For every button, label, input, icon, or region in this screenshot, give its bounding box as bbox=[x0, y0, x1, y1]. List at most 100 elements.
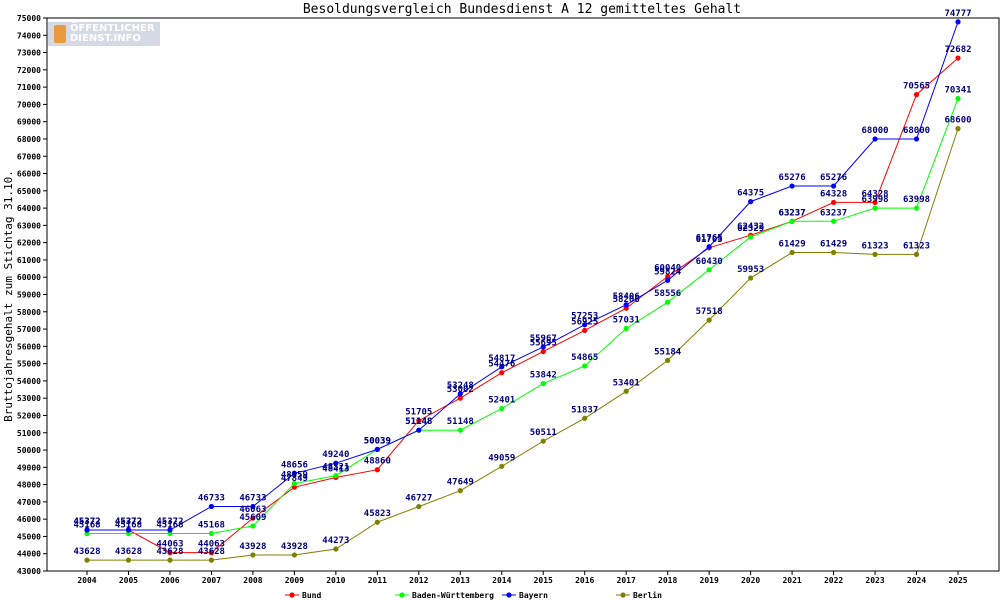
series-2-data-label: 58556 bbox=[654, 289, 681, 299]
series-1-data-label: 56925 bbox=[571, 317, 598, 327]
series-4-line bbox=[87, 128, 959, 561]
y-tick-label: 70000 bbox=[17, 100, 41, 109]
y-tick-label: 56000 bbox=[17, 342, 41, 351]
legend-item-1-label: Bund bbox=[302, 591, 321, 600]
series-3-point bbox=[872, 136, 878, 142]
series-layer bbox=[84, 19, 961, 563]
series-3-data-label: 48656 bbox=[281, 460, 308, 470]
logo-line-1: ÖFFENTLICHER bbox=[70, 23, 155, 34]
series-3-data-label: 65276 bbox=[820, 173, 847, 183]
series-2-data-label: 52401 bbox=[488, 396, 515, 406]
series-2-point bbox=[748, 234, 754, 240]
series-4-data-label: 46727 bbox=[405, 494, 432, 504]
series-1-point bbox=[665, 273, 671, 280]
series-3-point bbox=[830, 183, 837, 189]
series-3-data-label: 74777 bbox=[944, 9, 971, 19]
y-axis-ticks: 43000 44000 45000 46000 47000 48000 49000 50000… bbox=[17, 14, 47, 576]
series-3-point bbox=[706, 244, 712, 250]
series-4-data-label: 53401 bbox=[613, 378, 640, 388]
legend: Bund Baden-Württemberg Bayern Berlin bbox=[285, 590, 662, 600]
legend-item-4: Berlin bbox=[616, 590, 662, 600]
y-tick-label: 74000 bbox=[17, 31, 41, 40]
series-1-data-label: 53002 bbox=[447, 385, 474, 395]
y-tick-label: 61000 bbox=[17, 256, 41, 265]
series-2-data-label: 63237 bbox=[779, 208, 806, 218]
series-2-point bbox=[291, 480, 297, 487]
series-4-data-label: 55184 bbox=[654, 347, 682, 357]
series-2-data-label: 50039 bbox=[364, 436, 391, 446]
series-4-point bbox=[167, 557, 173, 563]
logo-mark-icon bbox=[54, 25, 66, 43]
series-4-point bbox=[582, 415, 588, 421]
series-1-data-label: 45372 bbox=[73, 517, 100, 527]
series-1-point bbox=[955, 55, 961, 61]
series-3-data-label: 65276 bbox=[779, 173, 806, 183]
series-3-point bbox=[955, 19, 961, 25]
x-tick-label: 2019 bbox=[700, 576, 719, 585]
x-tick-label: 2005 bbox=[119, 576, 138, 585]
series-3-point bbox=[913, 136, 920, 142]
series-4-data-label: 61429 bbox=[820, 240, 847, 250]
series-3-data-label: 45372 bbox=[156, 517, 183, 527]
series-4-point bbox=[291, 552, 297, 558]
series-4-data-label: 45823 bbox=[364, 509, 391, 519]
series-2-line bbox=[87, 98, 959, 534]
y-tick-label: 45000 bbox=[17, 532, 41, 541]
series-4-data-label: 49059 bbox=[488, 453, 515, 463]
legend-item-3-label: Bayern bbox=[519, 591, 548, 600]
series-1-data-label: 61705 bbox=[696, 235, 723, 245]
series-2-data-label: 45609 bbox=[239, 513, 266, 523]
series-1-data-label: 63237 bbox=[779, 208, 806, 218]
y-tick-label: 43000 bbox=[17, 567, 41, 576]
series-4-data-label: 68600 bbox=[944, 116, 971, 126]
y-tick-label: 67000 bbox=[17, 152, 41, 161]
y-tick-label: 72000 bbox=[17, 66, 41, 75]
x-tick-label: 2020 bbox=[741, 576, 760, 585]
x-tick-label: 2009 bbox=[285, 576, 304, 585]
series-2-point bbox=[540, 381, 546, 387]
x-tick-label: 2022 bbox=[824, 576, 843, 585]
series-2-data-label: 63998 bbox=[903, 195, 930, 205]
y-tick-label: 68000 bbox=[17, 135, 41, 144]
series-4-point bbox=[872, 251, 878, 257]
series-1-data-label: 58206 bbox=[613, 295, 640, 305]
series-1-data-label: 64328 bbox=[862, 189, 889, 199]
series-3-data-label: 58406 bbox=[613, 292, 640, 302]
legend-item-4-swatch-marker bbox=[620, 592, 626, 598]
series-4-point bbox=[84, 557, 90, 563]
y-tick-label: 71000 bbox=[17, 83, 41, 92]
series-1-data-label: 44063 bbox=[156, 540, 183, 550]
series-3-point bbox=[623, 302, 629, 308]
x-tick-label: 2012 bbox=[409, 576, 428, 585]
series-3-point bbox=[167, 527, 173, 533]
series-4-data-label: 51837 bbox=[571, 405, 598, 415]
series-3-point bbox=[84, 527, 90, 533]
y-tick-label: 60000 bbox=[17, 273, 41, 282]
series-2-data-label: 48521 bbox=[322, 463, 349, 473]
series-2-point bbox=[665, 299, 671, 305]
series-4-data-label: 43628 bbox=[156, 547, 183, 557]
series-3-point bbox=[250, 503, 256, 510]
y-tick-label: 54000 bbox=[17, 377, 41, 386]
y-tick-label: 69000 bbox=[17, 118, 41, 127]
series-2-point bbox=[872, 205, 878, 211]
series-4-point bbox=[333, 546, 339, 552]
y-axis-label: Bruttojahresgehalt zum Stichtag 31.10. bbox=[2, 170, 15, 422]
series-4-data-label: 50511 bbox=[530, 428, 557, 438]
series-2-data-label: 45168 bbox=[115, 521, 142, 531]
legend-item-2: Baden-Württemberg bbox=[395, 591, 494, 600]
y-tick-label: 58000 bbox=[17, 308, 41, 317]
series-1-point bbox=[872, 199, 878, 206]
legend-item-2-label: Baden-Württemberg bbox=[412, 591, 494, 600]
series-4-point bbox=[789, 249, 795, 256]
x-tick-label: 2024 bbox=[907, 576, 926, 585]
series-1-point bbox=[457, 395, 463, 401]
series-1-point bbox=[374, 467, 380, 473]
series-4-point bbox=[416, 503, 422, 510]
series-2-point bbox=[582, 363, 588, 369]
series-3-line bbox=[87, 21, 959, 531]
legend-item-1-swatch-marker bbox=[289, 592, 295, 598]
series-4-data-label: 43928 bbox=[281, 542, 308, 552]
series-4-point bbox=[748, 275, 754, 281]
